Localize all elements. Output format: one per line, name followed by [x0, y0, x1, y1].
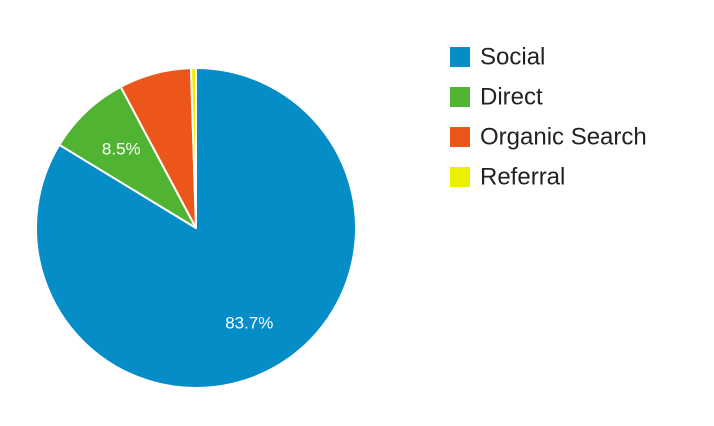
pie-slice-label-direct: 8.5%: [102, 139, 141, 158]
legend-swatch-social: [450, 47, 470, 67]
legend-label-referral: Referral: [480, 164, 565, 191]
legend-swatch-direct: [450, 87, 470, 107]
legend-label-direct: Direct: [480, 84, 543, 111]
pie-slice-direct[interactable]: [58, 85, 197, 229]
legend-item-social[interactable]: Social: [450, 44, 545, 71]
pie-slice-referral[interactable]: [189, 67, 197, 229]
legend-item-referral[interactable]: Referral: [450, 164, 565, 191]
pie-slices: [35, 67, 357, 389]
legend-swatch-organic-search: [450, 127, 470, 147]
legend-label-organic-search: Organic Search: [480, 124, 647, 151]
legend-item-direct[interactable]: Direct: [450, 84, 543, 111]
legend-item-organic-search[interactable]: Organic Search: [450, 124, 647, 151]
pie-slice-labels: 83.7% 8.5%: [102, 139, 274, 332]
legend-label-social: Social: [480, 44, 545, 71]
pie-slice-label-social: 83.7%: [225, 313, 273, 332]
legend: Social Direct Organic Search Referral: [450, 44, 647, 191]
legend-swatch-referral: [450, 167, 470, 187]
